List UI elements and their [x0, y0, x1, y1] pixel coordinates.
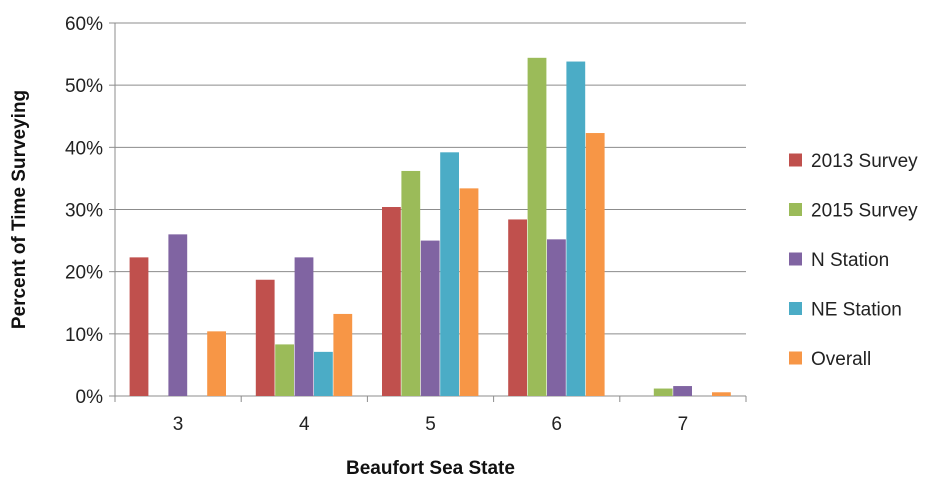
bar: [508, 219, 527, 396]
gridlines: [115, 22, 746, 335]
legend-label: Overall: [811, 349, 871, 370]
bar: [333, 313, 353, 396]
y-axis-title: Percent of Time Surveying: [9, 90, 30, 329]
legend-swatch: [789, 252, 802, 266]
bar: [382, 207, 401, 396]
bar: [294, 257, 314, 396]
bar: [712, 392, 731, 396]
y-tick-label: 0%: [76, 387, 104, 408]
x-tick-label: 3: [173, 414, 184, 435]
y-tick-label: 20%: [65, 263, 103, 284]
bars: [129, 57, 731, 397]
tick-labels: 0% 10% 20% 30% 40% 50% 60% 3 4 5 6 7: [65, 14, 688, 435]
bar: [168, 234, 188, 396]
bar: [255, 279, 275, 396]
bar: [566, 61, 586, 396]
bar: [653, 388, 673, 396]
legend-swatch: [789, 302, 802, 315]
y-tick-label: 60%: [65, 14, 103, 35]
bar: [459, 188, 479, 396]
legend-label: NE Station: [811, 300, 902, 321]
bar: [314, 351, 333, 396]
x-axis-title: Beaufort Sea State: [346, 458, 515, 479]
x-tick-label: 6: [551, 414, 562, 435]
bar: [585, 133, 605, 396]
legend-swatch: [789, 203, 802, 216]
bar: [207, 331, 226, 396]
bar: [401, 170, 421, 396]
legend: 2013 Survey 2015 Survey N Station NE Statio…: [789, 151, 918, 370]
y-tick-label: 50%: [65, 76, 103, 97]
bar: [440, 152, 459, 396]
legend-label: 2013 Survey: [811, 151, 918, 172]
x-tick-label: 5: [425, 414, 436, 435]
x-tick-label: 7: [678, 414, 689, 435]
y-tick-label: 30%: [65, 201, 103, 222]
bar: [275, 344, 294, 396]
legend-label: 2015 Survey: [811, 201, 918, 222]
bar: [547, 239, 566, 396]
bar: [527, 57, 547, 397]
legend-swatch: [789, 153, 802, 167]
legend-label: N Station: [811, 250, 889, 271]
bar: [129, 257, 149, 396]
legend-swatch: [789, 351, 802, 365]
x-tick-label: 4: [299, 414, 310, 435]
bar: [420, 240, 440, 396]
bar: [673, 386, 692, 396]
y-tick-label: 40%: [65, 138, 103, 159]
y-tick-label: 10%: [65, 325, 103, 346]
